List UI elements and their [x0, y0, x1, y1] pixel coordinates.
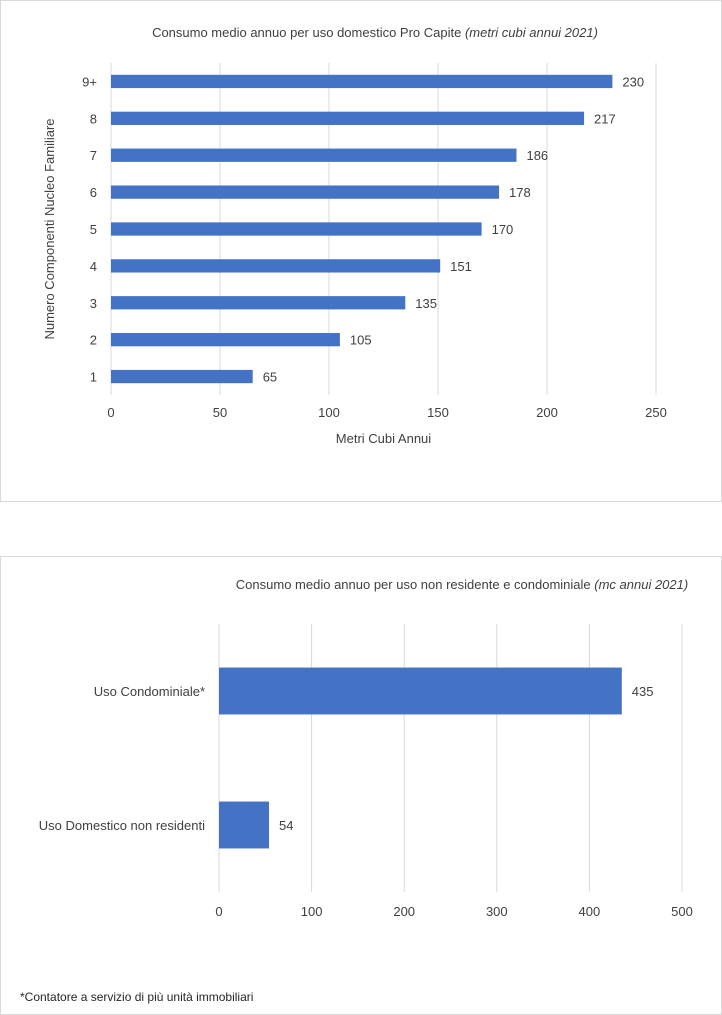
x-tick-label: 0 [107, 405, 114, 420]
bar [111, 296, 406, 310]
bar [111, 259, 441, 273]
data-label: 54 [279, 818, 293, 833]
x-tick-label: 500 [671, 904, 693, 919]
category-label: 3 [90, 296, 97, 311]
data-label: 230 [622, 74, 644, 89]
bar [111, 111, 585, 125]
data-label: 105 [350, 333, 372, 348]
bar [111, 369, 253, 384]
data-label: 170 [492, 222, 514, 237]
data-label: 217 [594, 111, 616, 126]
data-label: 186 [526, 148, 548, 163]
chart-title: Consumo medio annuo per uso non resident… [236, 577, 688, 592]
category-label: 8 [90, 111, 97, 126]
x-axis-label: Metri Cubi Annui [336, 431, 431, 446]
data-label: 178 [509, 185, 531, 200]
x-tick-label: 100 [301, 904, 323, 919]
data-label: 65 [263, 370, 277, 385]
category-label: 9+ [82, 74, 97, 89]
bar [219, 801, 270, 849]
category-label: Uso Condominiale* [94, 684, 205, 699]
x-tick-label: 0 [215, 904, 222, 919]
category-label: 1 [90, 370, 97, 385]
footnote: *Contatore a servizio di più unità immob… [20, 990, 254, 1004]
y-axis-label: Numero Componenti Nucleo Familiare [42, 118, 57, 339]
x-tick-label: 300 [486, 904, 508, 919]
bar [111, 333, 340, 347]
category-label: 2 [90, 333, 97, 348]
chart-pro-capite: Consumo medio annuo per uso domestico Pr… [42, 25, 667, 446]
category-label: 6 [90, 185, 97, 200]
x-tick-label: 250 [645, 405, 667, 420]
x-tick-label: 200 [393, 904, 415, 919]
chart-title: Consumo medio annuo per uso domestico Pr… [152, 25, 598, 40]
chart-panel-non-residente [0, 556, 722, 1015]
category-label: 4 [90, 259, 97, 274]
data-label: 135 [415, 296, 437, 311]
bar [219, 667, 622, 715]
bar [111, 74, 613, 89]
x-tick-label: 50 [213, 405, 227, 420]
data-label: 151 [450, 259, 472, 274]
bar [111, 222, 482, 236]
data-label: 435 [632, 684, 654, 699]
bar [111, 148, 517, 162]
category-label: 7 [90, 148, 97, 163]
category-label: 5 [90, 222, 97, 237]
x-tick-label: 100 [318, 405, 340, 420]
x-tick-label: 200 [536, 405, 558, 420]
x-tick-label: 150 [427, 405, 449, 420]
bar [111, 185, 500, 199]
category-label: Uso Domestico non residenti [39, 818, 205, 833]
x-tick-label: 400 [579, 904, 601, 919]
